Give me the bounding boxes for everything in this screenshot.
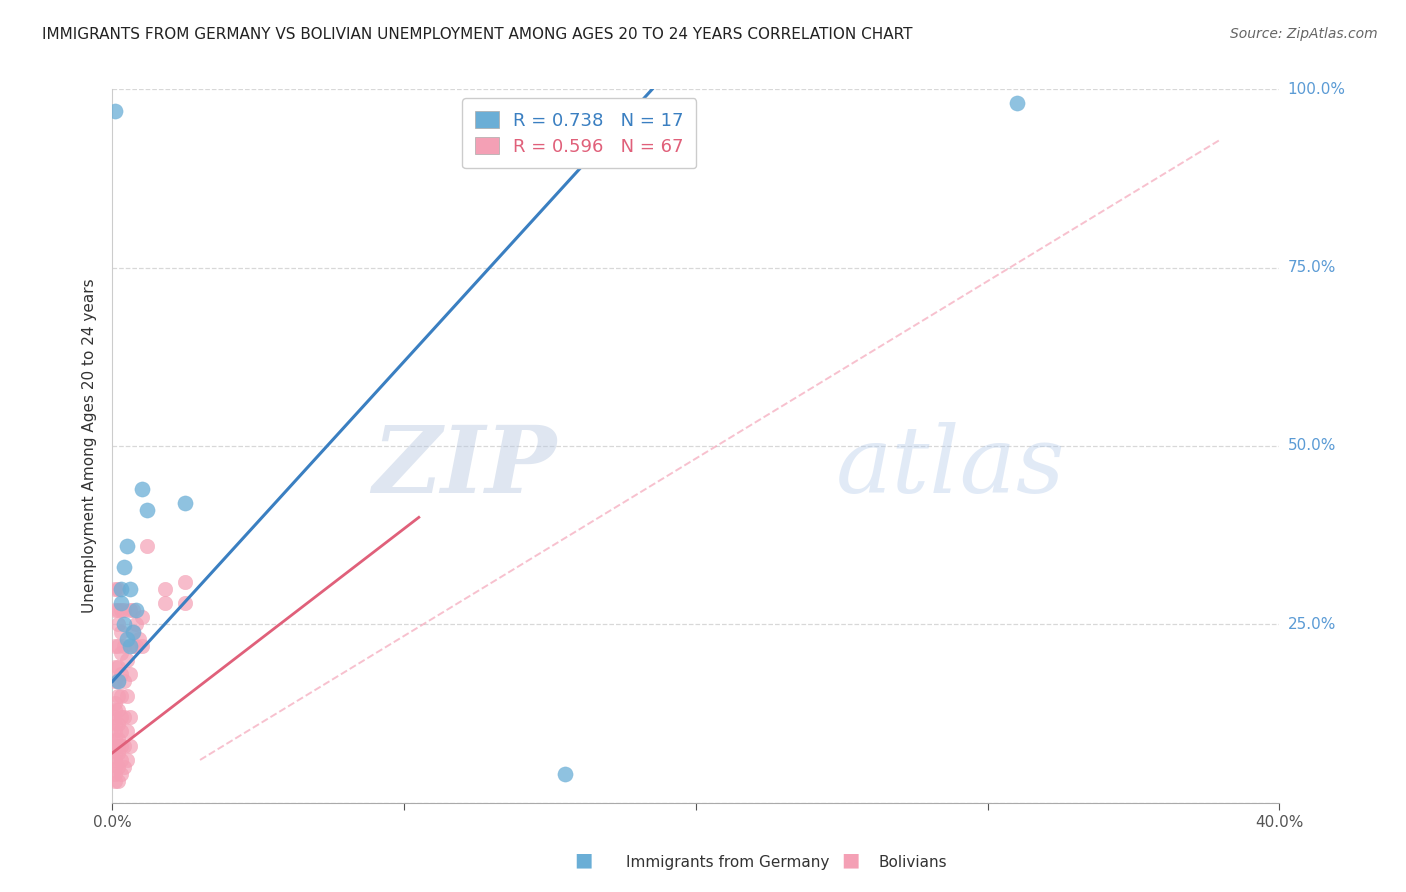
Point: [122, 624, 145, 639]
Point: [107, 703, 129, 717]
Point: [110, 582, 132, 596]
Point: [131, 639, 153, 653]
Point: [104, 717, 127, 731]
Point: [122, 639, 145, 653]
Point: [112, 639, 135, 653]
Point: [110, 724, 132, 739]
Point: [153, 582, 176, 596]
Point: [107, 617, 129, 632]
Point: [115, 653, 138, 667]
Point: [115, 632, 138, 646]
Point: [174, 596, 197, 610]
Point: [104, 696, 127, 710]
Text: Source: ZipAtlas.com: Source: ZipAtlas.com: [1230, 27, 1378, 41]
Point: [131, 610, 153, 624]
Y-axis label: Unemployment Among Ages 20 to 24 years: Unemployment Among Ages 20 to 24 years: [82, 278, 97, 614]
Text: IMMIGRANTS FROM GERMANY VS BOLIVIAN UNEMPLOYMENT AMONG AGES 20 TO 24 YEARS CORRE: IMMIGRANTS FROM GERMANY VS BOLIVIAN UNEM…: [42, 27, 912, 42]
Point: [122, 624, 145, 639]
Point: [118, 603, 141, 617]
Point: [107, 674, 129, 689]
Point: [107, 603, 129, 617]
Point: [112, 560, 135, 574]
Text: 25.0%: 25.0%: [1288, 617, 1336, 632]
Text: ZIP: ZIP: [371, 423, 555, 512]
Point: [104, 731, 127, 746]
Point: [1005, 96, 1028, 111]
Point: [110, 624, 132, 639]
Point: [112, 710, 135, 724]
Point: [104, 710, 127, 724]
Point: [110, 753, 132, 767]
Point: [174, 496, 197, 510]
Point: [112, 617, 135, 632]
Point: [104, 703, 127, 717]
Point: [107, 731, 129, 746]
Point: [110, 710, 132, 724]
Text: Bolivians: Bolivians: [879, 855, 948, 870]
Point: [118, 739, 141, 753]
Point: [110, 603, 132, 617]
Point: [118, 710, 141, 724]
Point: [174, 574, 197, 589]
Point: [104, 746, 127, 760]
Point: [107, 717, 129, 731]
Point: [554, 767, 576, 781]
Point: [104, 724, 127, 739]
Point: [107, 582, 129, 596]
Point: [131, 482, 153, 496]
Point: [107, 689, 129, 703]
Point: [107, 739, 129, 753]
Text: Immigrants from Germany: Immigrants from Germany: [626, 855, 830, 870]
Text: 100.0%: 100.0%: [1288, 82, 1346, 96]
Point: [104, 760, 127, 774]
Point: [118, 667, 141, 681]
Point: [125, 617, 148, 632]
Point: [107, 639, 129, 653]
Point: [112, 603, 135, 617]
Point: [112, 674, 135, 689]
Point: [104, 603, 127, 617]
Text: atlas: atlas: [837, 423, 1066, 512]
Text: 75.0%: 75.0%: [1288, 260, 1336, 275]
Point: [110, 667, 132, 681]
Point: [110, 646, 132, 660]
Point: [128, 632, 150, 646]
Text: ■: ■: [574, 851, 593, 870]
Point: [104, 639, 127, 653]
Point: [107, 674, 129, 689]
Point: [107, 746, 129, 760]
Point: [104, 103, 127, 118]
Point: [118, 639, 141, 653]
Point: [107, 774, 129, 789]
Point: [115, 689, 138, 703]
Text: 50.0%: 50.0%: [1288, 439, 1336, 453]
Point: [104, 582, 127, 596]
Point: [110, 689, 132, 703]
Point: [115, 724, 138, 739]
Point: [104, 774, 127, 789]
Point: [118, 582, 141, 596]
Point: [112, 760, 135, 774]
Point: [122, 603, 145, 617]
Point: [136, 503, 159, 517]
Point: [104, 674, 127, 689]
Point: [104, 767, 127, 781]
Text: ■: ■: [841, 851, 860, 870]
Point: [107, 760, 129, 774]
Point: [112, 739, 135, 753]
Point: [125, 603, 148, 617]
Point: [153, 596, 176, 610]
Point: [125, 639, 148, 653]
Point: [110, 767, 132, 781]
Point: [104, 660, 127, 674]
Point: [107, 660, 129, 674]
Point: [115, 539, 138, 553]
Point: [104, 753, 127, 767]
Point: [104, 739, 127, 753]
Legend: R = 0.738   N = 17, R = 0.596   N = 67: R = 0.738 N = 17, R = 0.596 N = 67: [463, 98, 696, 169]
Point: [136, 539, 159, 553]
Point: [115, 753, 138, 767]
Point: [110, 596, 132, 610]
Point: [110, 739, 132, 753]
